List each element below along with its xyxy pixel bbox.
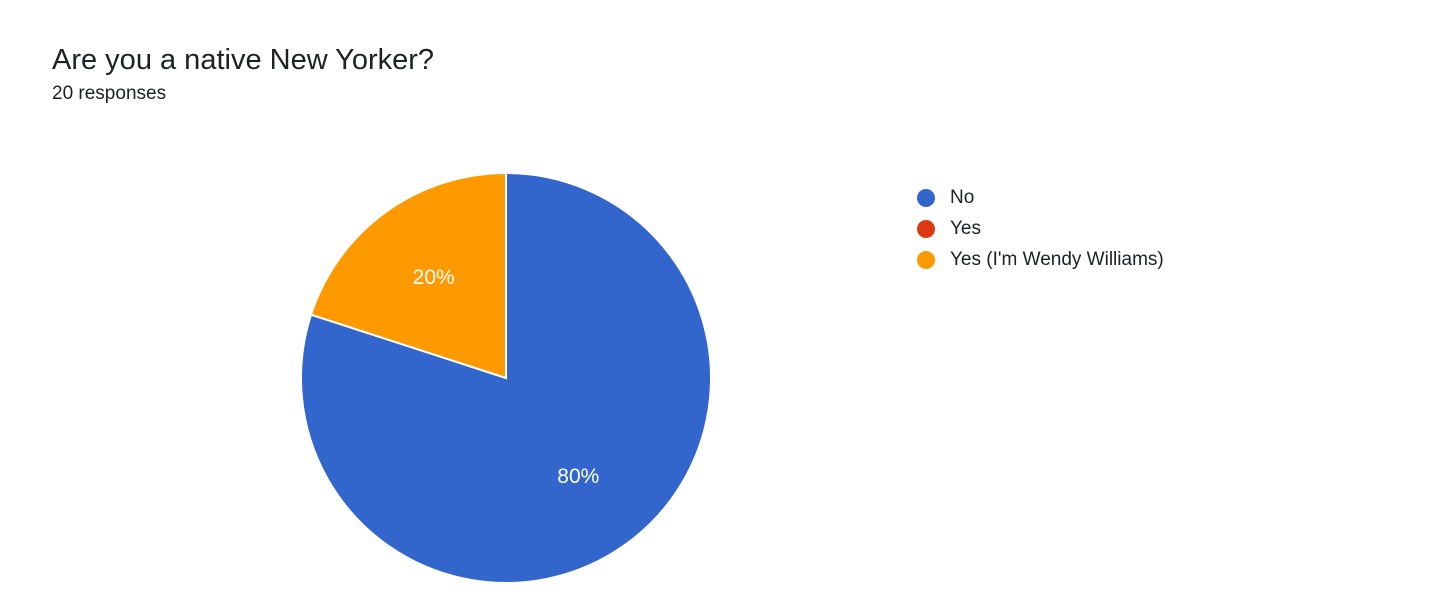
- legend-label: Yes (I'm Wendy Williams): [950, 249, 1164, 271]
- slice-percent-label: 20%: [413, 266, 455, 289]
- chart-header: Are you a native New Yorker? 20 response…: [52, 44, 434, 105]
- legend-swatch-icon: [917, 189, 935, 207]
- slice-percent-label: 80%: [557, 465, 599, 488]
- legend-item: No: [917, 183, 1164, 213]
- legend-swatch-icon: [917, 251, 935, 269]
- chart-title: Are you a native New Yorker?: [52, 44, 434, 77]
- legend-label: No: [950, 187, 974, 209]
- legend-label: Yes: [950, 218, 981, 240]
- legend-swatch-icon: [917, 220, 935, 238]
- response-count: 20 responses: [52, 83, 434, 105]
- pie-chart: 80% 20%: [301, 173, 711, 583]
- legend-item: Yes (I'm Wendy Williams): [917, 245, 1164, 275]
- legend: No Yes Yes (I'm Wendy Williams): [917, 183, 1164, 276]
- pie-svg: 80% 20%: [301, 173, 711, 583]
- legend-item: Yes: [917, 214, 1164, 244]
